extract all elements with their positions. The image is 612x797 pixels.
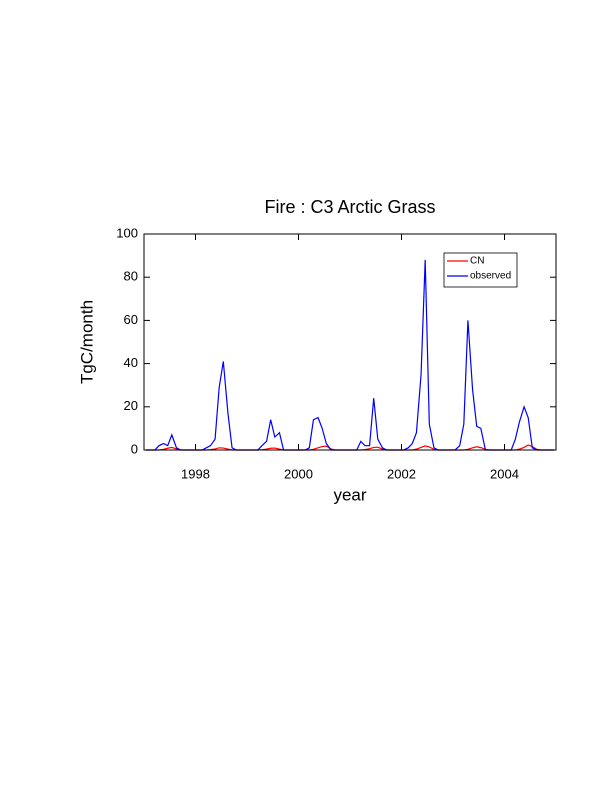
y-tick-label: 100 bbox=[116, 225, 138, 240]
y-tick-label: 80 bbox=[124, 269, 138, 284]
y-axis-label: TgC/month bbox=[77, 300, 96, 384]
series-line bbox=[146, 259, 554, 451]
x-tick-label: 2004 bbox=[490, 466, 519, 481]
legend-label: observed bbox=[470, 271, 511, 282]
x-tick-label: 1998 bbox=[181, 466, 210, 481]
x-tick-label: 2002 bbox=[387, 466, 416, 481]
y-tick-label: 20 bbox=[124, 398, 138, 413]
y-tick-label: 0 bbox=[131, 441, 138, 456]
plot-frame bbox=[143, 233, 557, 451]
legend-box bbox=[443, 252, 518, 288]
x-tick-label: 2000 bbox=[284, 466, 313, 481]
chart-title: Fire : C3 Arctic Grass bbox=[264, 197, 435, 217]
x-axis-label: year bbox=[333, 485, 366, 504]
y-tick-label: 40 bbox=[124, 355, 138, 370]
legend-label: CN bbox=[470, 256, 484, 267]
y-tick-label: 60 bbox=[124, 312, 138, 327]
